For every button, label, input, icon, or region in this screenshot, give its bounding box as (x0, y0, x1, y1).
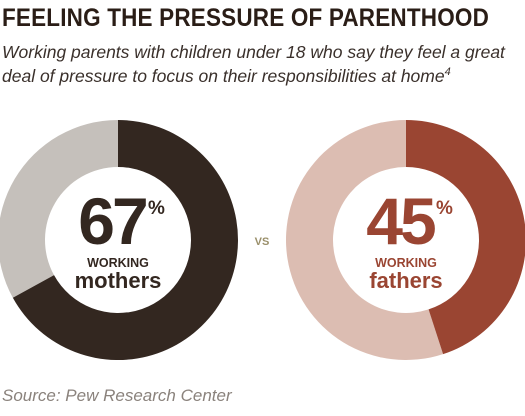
donut-chart-mothers: 67 % WORKING mothers (0, 120, 238, 360)
footnote-marker: 4 (444, 66, 451, 78)
percent-sign: % (148, 198, 165, 219)
donut-segment-value (12, 120, 238, 360)
source-note: Source: Pew Research Center (2, 386, 232, 405)
percent-sign: % (436, 198, 453, 219)
donut-segment-rest (286, 120, 444, 360)
vs-separator: VS (255, 236, 270, 248)
percent-value: 67 (78, 184, 146, 258)
label-parent: fathers (369, 268, 442, 293)
subtitle-text: Working parents with children under 18 w… (2, 42, 505, 86)
donut-chart-fathers: 45 % WORKING fathers (286, 120, 525, 360)
label-working: WORKING (87, 256, 149, 270)
chart-title: FEELING THE PRESSURE OF PARENTHOOD (2, 4, 489, 32)
percent-value: 45 (366, 184, 435, 258)
donut-segment-value (406, 120, 525, 355)
label-parent: mothers (75, 268, 162, 293)
label-working: WORKING (375, 256, 437, 270)
donut-segment-rest (0, 120, 118, 298)
chart-subtitle: Working parents with children under 18 w… (2, 40, 507, 88)
